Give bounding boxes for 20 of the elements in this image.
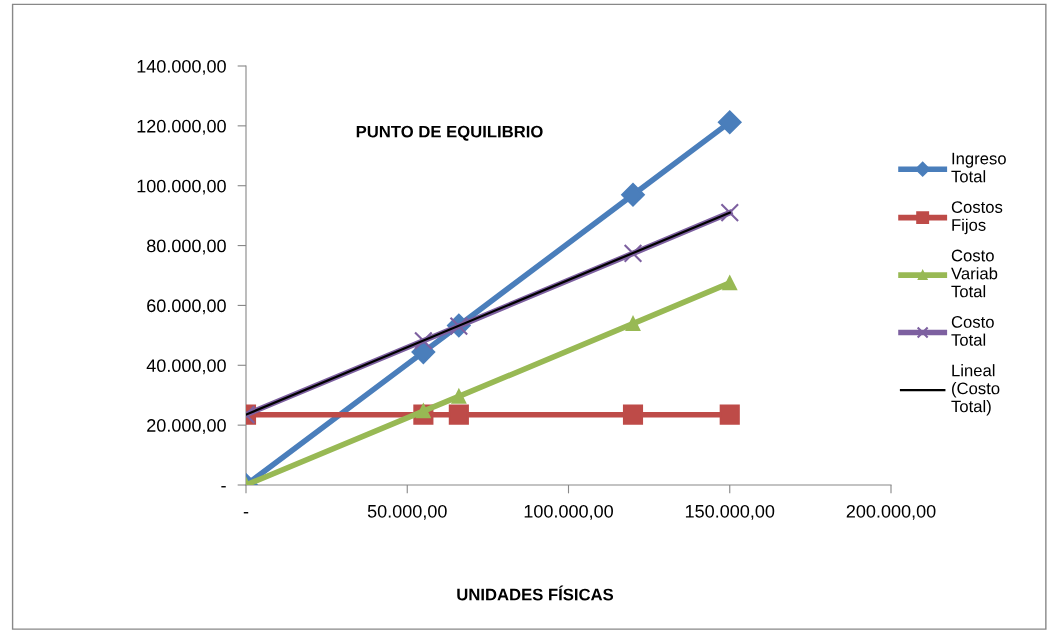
y-tick-label: 20.000,00: [147, 419, 226, 434]
y-tick-label: 120.000,00: [137, 119, 226, 135]
text: PUNTO DE EQUILIBRIO: [356, 125, 543, 141]
legend-label: Lineal (Costo Total): [951, 364, 1000, 416]
x-axis-title: UNIDADES FÍSICAS: [457, 585, 614, 601]
x-tick-label: 100.000,00: [524, 504, 613, 520]
legend-label: Costo Total: [951, 316, 994, 346]
legend-label: Costo Variab Total: [951, 249, 998, 298]
x-tick-label: 200.000,00: [846, 504, 936, 520]
y-tick-label: 40.000,00: [146, 359, 226, 375]
y-tick-label: 100.000,00: [137, 179, 226, 195]
y-tick-label: 80.000,00: [147, 239, 226, 255]
x-tick-label: -: [243, 512, 249, 514]
y-tick-label: -: [221, 486, 226, 488]
y-tick-label: 140.000,00: [137, 59, 226, 75]
legend-label: Costos Fijos: [951, 201, 1003, 235]
y-tick-label: 60.000,00: [147, 299, 226, 315]
x-tick-label: 150.000,00: [685, 504, 775, 520]
legend-label: Ingreso Total: [951, 152, 1006, 183]
x-tick-label: 50.000,00: [367, 504, 447, 520]
